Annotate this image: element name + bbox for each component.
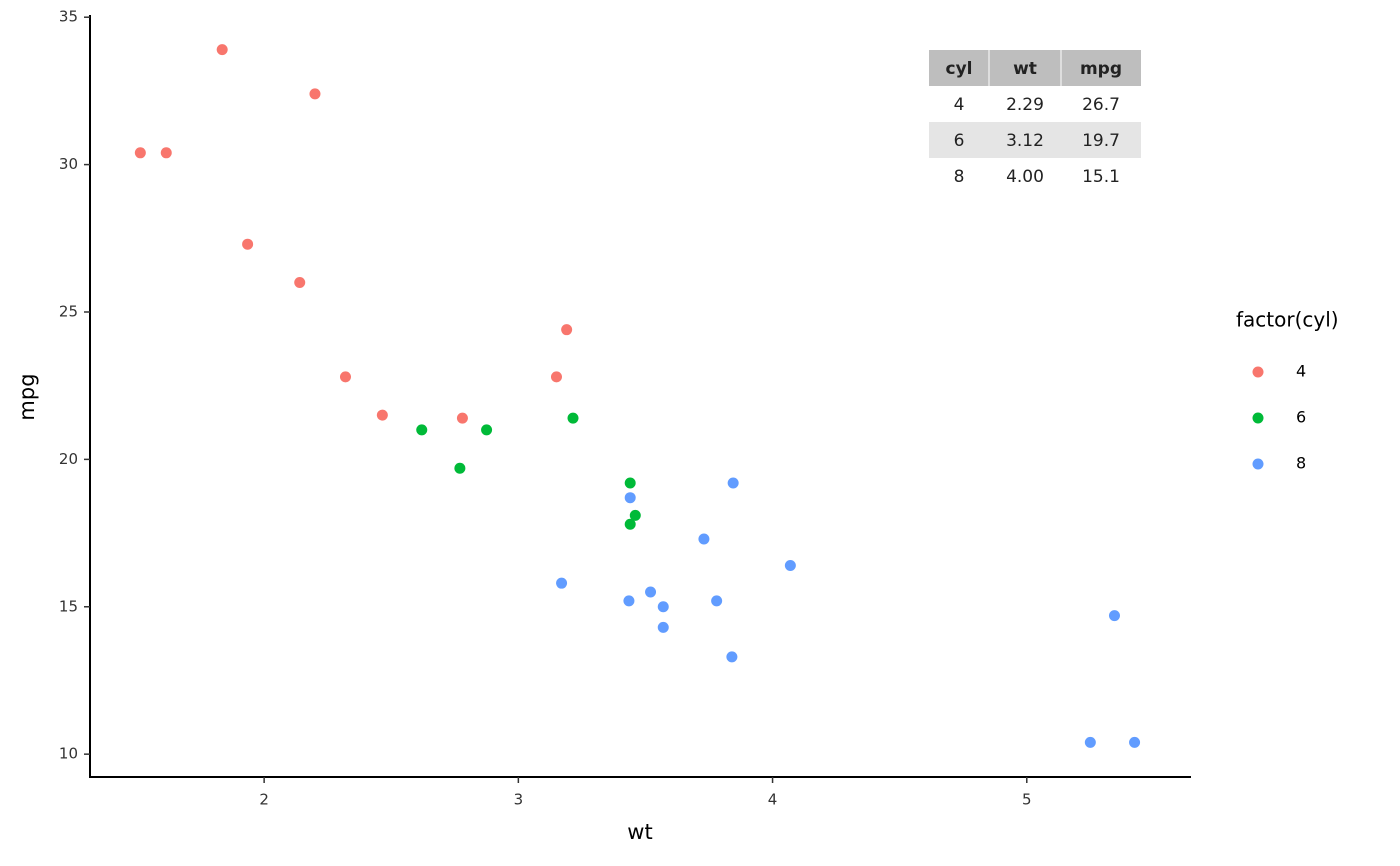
- point: [567, 412, 579, 424]
- table-cell: 15.1: [1082, 167, 1120, 187]
- point: [711, 595, 723, 607]
- point: [294, 277, 306, 289]
- point: [645, 586, 657, 598]
- point: [561, 324, 573, 336]
- point: [339, 371, 351, 383]
- table-cell: 4.00: [1006, 167, 1044, 187]
- point: [481, 424, 493, 436]
- legend-swatch: [1252, 412, 1264, 424]
- point: [242, 238, 254, 250]
- point: [1108, 610, 1120, 622]
- x-tick-label: 4: [768, 791, 778, 809]
- point: [624, 477, 636, 489]
- table-header-bg: [929, 50, 1141, 86]
- legend-label: 4: [1296, 362, 1306, 381]
- point: [624, 492, 636, 504]
- table-cell: 19.7: [1082, 131, 1120, 151]
- x-axis-title: wt: [627, 820, 652, 844]
- point: [657, 621, 669, 633]
- point: [623, 595, 635, 607]
- point: [556, 577, 568, 589]
- point: [1084, 736, 1096, 748]
- y-tick-label: 25: [59, 302, 78, 320]
- point: [624, 518, 636, 530]
- point: [1129, 736, 1141, 748]
- point: [784, 559, 796, 571]
- table-cell: 2.29: [1006, 95, 1044, 115]
- table-cell: 26.7: [1082, 95, 1120, 115]
- table-row-bg: [929, 122, 1141, 158]
- point: [160, 147, 172, 159]
- point: [309, 88, 321, 100]
- table-cell: 4: [954, 95, 965, 115]
- table-header: wt: [1013, 59, 1037, 79]
- legend-label: 6: [1296, 408, 1306, 427]
- point: [657, 601, 669, 613]
- point: [550, 371, 562, 383]
- point: [134, 147, 146, 159]
- table-header: mpg: [1080, 59, 1122, 79]
- x-tick-label: 3: [514, 791, 524, 809]
- y-tick-label: 15: [59, 597, 78, 615]
- y-tick-label: 10: [59, 745, 78, 763]
- point: [454, 462, 466, 474]
- legend-swatch: [1252, 366, 1264, 378]
- point: [726, 651, 738, 663]
- legend-label: 8: [1296, 454, 1306, 473]
- legend-swatch: [1252, 458, 1264, 470]
- legend-title: factor(cyl): [1236, 308, 1339, 332]
- table-cell: 3.12: [1006, 131, 1044, 151]
- point: [727, 477, 739, 489]
- x-tick-label: 2: [259, 791, 269, 809]
- table-header: cyl: [946, 59, 973, 79]
- point: [456, 412, 468, 424]
- x-tick-label: 5: [1022, 791, 1032, 809]
- table-cell: 6: [954, 131, 965, 151]
- table-cell: 8: [954, 167, 965, 187]
- y-tick-label: 20: [59, 450, 78, 468]
- y-tick-label: 35: [59, 8, 78, 26]
- point: [416, 424, 428, 436]
- point: [376, 409, 388, 421]
- y-axis-title: mpg: [15, 373, 39, 420]
- point: [629, 509, 641, 521]
- y-tick-label: 30: [59, 155, 78, 173]
- point: [216, 44, 228, 56]
- point: [698, 533, 710, 545]
